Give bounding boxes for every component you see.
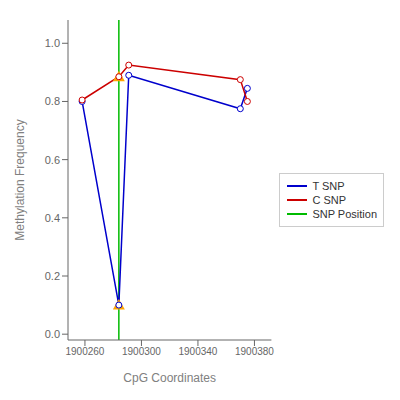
svg-text:1.0: 1.0 (45, 37, 60, 49)
svg-text:0.2: 0.2 (45, 270, 60, 282)
svg-text:1900260: 1900260 (65, 346, 104, 357)
html-text:T SNP: T SNP (312, 180, 345, 192)
html-text:SNP Position: SNP Position (312, 208, 377, 220)
html-text:C SNP: C SNP (312, 194, 346, 206)
svg-text:1900340: 1900340 (178, 346, 217, 357)
svg-text:0.0: 0.0 (45, 328, 60, 340)
svg-text:CpG Coordinates: CpG Coordinates (123, 371, 216, 385)
svg-text:1900380: 1900380 (235, 346, 274, 357)
svg-text:Methylation Frequency: Methylation Frequency (13, 119, 27, 240)
svg-text:1900300: 1900300 (122, 346, 161, 357)
svg-text:0.6: 0.6 (45, 154, 60, 166)
svg-text:0.4: 0.4 (45, 212, 60, 224)
svg-text:0.8: 0.8 (45, 95, 60, 107)
